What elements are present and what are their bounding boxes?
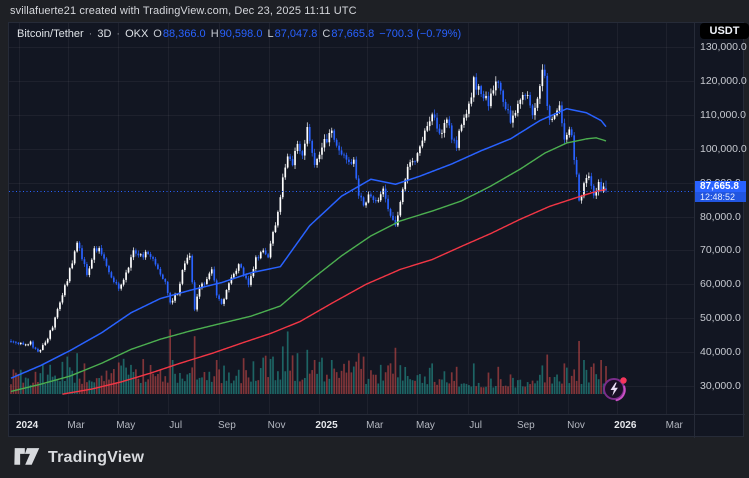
close-value: 87,665.8 (331, 28, 375, 40)
symbol-exchange: OKX (125, 28, 149, 40)
price-chart-canvas[interactable] (9, 23, 694, 414)
time-tick: May (416, 420, 435, 431)
price-tick: 80,000.0 (700, 210, 741, 223)
attribution-bar: svillafuerte21 created with TradingView.… (0, 0, 749, 22)
bar-countdown: 12:48:52 (695, 192, 746, 202)
time-tick: 2025 (315, 420, 338, 431)
tradingview-wordmark[interactable]: TradingView (48, 448, 145, 466)
footer-bar: TradingView (0, 437, 749, 478)
low-label: L (267, 28, 274, 40)
price-tick: 40,000.0 (700, 346, 741, 359)
flash-reaction-button[interactable] (600, 373, 630, 403)
price-tick: 60,000.0 (700, 278, 741, 291)
time-tick: Nov (567, 420, 585, 431)
chart-panel: Bitcoin/Tether · 3D · OKX O 88,366.0 H 90,… (8, 22, 749, 438)
change-value: −700.3 (−0.79%) (379, 28, 462, 40)
last-price-badge: 87,665.8 12:48:52 (695, 181, 746, 202)
currency-button[interactable]: USDT (700, 23, 749, 39)
legend-separator: · (116, 28, 121, 40)
last-price-value: 87,665.8 (695, 181, 746, 192)
time-tick: Sep (516, 420, 535, 431)
price-tick: 100,000.0 (700, 142, 747, 155)
symbol-legend[interactable]: Bitcoin/Tether · 3D · OKX O 88,366.0 H 90,… (17, 28, 461, 40)
symbol-interval: 3D (97, 28, 112, 40)
high-label: H (210, 28, 219, 40)
price-axis[interactable]: USDT 130,000.0 120,000.0 110,000.0 100,000.… (694, 23, 749, 438)
time-tick: Mar (665, 420, 683, 431)
open-label: O (153, 28, 162, 40)
symbol-title: Bitcoin/Tether (17, 28, 84, 40)
close-label: C (322, 28, 331, 40)
time-tick: Mar (67, 420, 85, 431)
legend-separator: · (88, 28, 93, 40)
open-value: 88,366.0 (162, 28, 206, 40)
price-tick: 110,000.0 (700, 108, 746, 121)
time-tick: Jul (169, 420, 183, 431)
time-tick: May (116, 420, 136, 431)
time-tick: 2024 (15, 420, 39, 431)
price-tick: 70,000.0 (700, 244, 741, 257)
lightning-icon (603, 377, 627, 402)
high-value: 90,598.0 (219, 28, 263, 40)
time-tick: Sep (217, 420, 236, 431)
price-tick: 50,000.0 (700, 312, 741, 325)
time-tick: Jul (469, 420, 483, 431)
time-tick: Nov (267, 420, 286, 431)
attribution-text: svillafuerte21 created with TradingView.… (10, 5, 357, 17)
price-tick: 30,000.0 (700, 380, 741, 392)
time-axis[interactable]: 2024 Mar May Jul Sep Nov 2025 Mar May Jul Sep Nov 20… (9, 414, 745, 438)
low-value: 87,047.8 (274, 28, 318, 40)
time-tick: Mar (366, 420, 384, 431)
price-tick: 130,000.0 (700, 41, 747, 53)
time-tick: 2026 (614, 420, 637, 431)
price-tick: 120,000.0 (700, 74, 747, 87)
tradingview-logo-icon[interactable] (14, 447, 40, 468)
